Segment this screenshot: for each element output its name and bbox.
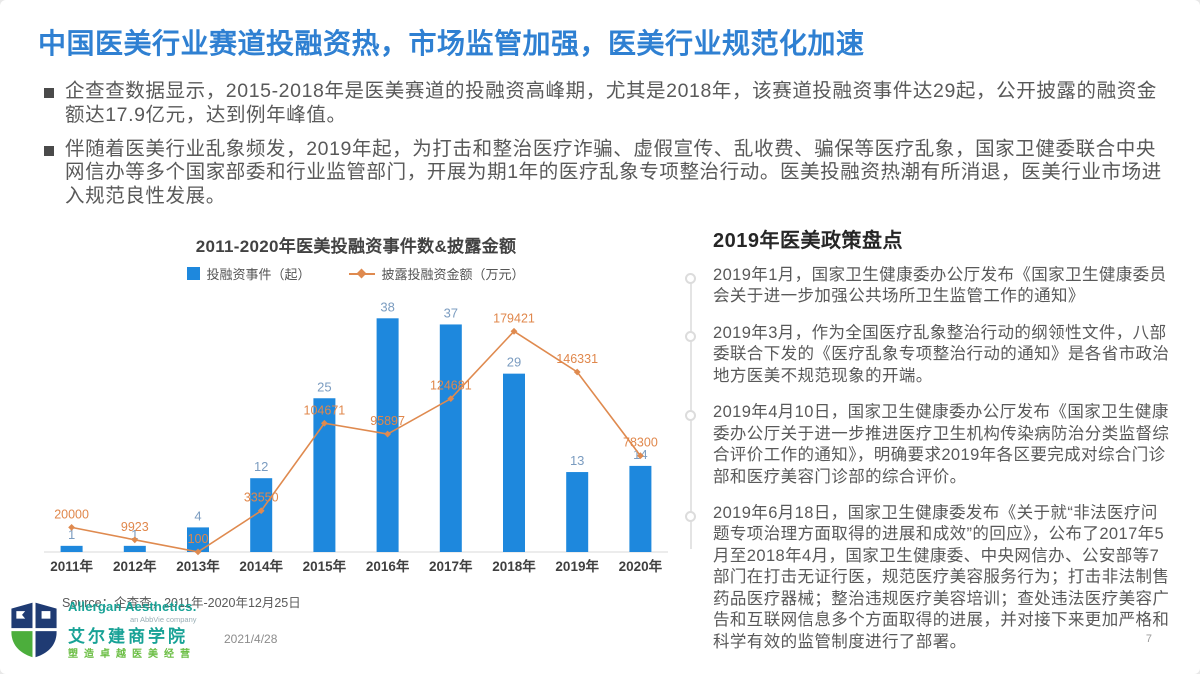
timeline-item: 2019年1月，国家卫生健康委办公厅发布《国家卫生健康委员会关于进一步加强公共场… xyxy=(685,265,1174,308)
category-label: 2012年 xyxy=(113,558,157,574)
bar-value-label: 29 xyxy=(507,355,521,370)
line-value-label: 104671 xyxy=(304,403,346,417)
bullet-square-icon xyxy=(44,145,54,156)
investment-chart-svg: 1 2011年 1 2012年 4 2013年 12 2014年 25 2015年 38 2016年 3… xyxy=(44,299,668,574)
bar-legend-swatch-icon xyxy=(187,267,201,280)
legend-item-bars: 投融资事件（起） xyxy=(187,264,311,283)
category-label: 2018年 xyxy=(492,558,536,574)
category-label: 2011年 xyxy=(50,558,93,574)
line-marker-icon xyxy=(194,548,202,556)
page-number: 7 xyxy=(1145,633,1152,645)
line-value-label: 179421 xyxy=(493,311,535,325)
timeline-dot-icon xyxy=(685,510,696,522)
line-value-label: 9923 xyxy=(121,520,149,534)
bar-2015年 xyxy=(313,398,336,552)
bar-value-label: 38 xyxy=(380,299,394,314)
timeline-dot-icon xyxy=(685,330,696,342)
bar-2012年 xyxy=(123,545,146,552)
category-label: 2015年 xyxy=(303,558,347,574)
bar-2019年 xyxy=(566,472,589,552)
legend-label-bars: 投融资事件（起） xyxy=(206,267,311,282)
bar-value-label: 12 xyxy=(254,459,268,474)
investment-chart-block: 2011-2020年医美投融资事件数&披露金额 投融资事件（起） 披露投融资金额… xyxy=(40,232,672,611)
timeline-item: 2019年6月18日，国家卫生健康委发布《关于就“非法医疗问题专项治理方面取得的… xyxy=(685,503,1174,653)
bar-value-label: 13 xyxy=(570,453,584,468)
logo-cn-name: 艾尔建商学院 xyxy=(68,626,188,646)
line-marker-icon xyxy=(573,368,581,376)
line-value-label: 78300 xyxy=(623,436,658,450)
category-label: 2016年 xyxy=(366,558,410,574)
bullet-text: 企查查数据显示，2015-2018年是医美赛道的投融资高峰期，尤其是2018年，… xyxy=(65,80,1157,126)
line-value-label: 100 xyxy=(188,532,209,546)
bar-value-label: 4 xyxy=(194,508,201,523)
chart-title: 2011-2020年医美投融资事件数&披露金额 xyxy=(195,237,517,256)
page-title: 中国医美行业赛道投融资热，市场监管加强，医美行业规范化加速 xyxy=(38,28,865,59)
bullet-item: 企查查数据显示，2015-2018年是医美赛道的投融资高峰期，尤其是2018年，… xyxy=(44,80,1166,128)
timeline-item-text: 2019年1月，国家卫生健康委办公厅发布《国家卫生健康委员会关于进一步加强公共场… xyxy=(713,266,1167,306)
bullet-text: 伴随着医美行业乱象频发，2019年起，为打击和整治医疗诈骗、虚假宣传、乱收费、骗… xyxy=(65,137,1162,208)
bullet-square-icon xyxy=(44,88,54,98)
category-label: 2013年 xyxy=(176,558,220,574)
bar-2013年 xyxy=(187,527,209,552)
line-marker-icon xyxy=(447,395,455,403)
bar-2017年 xyxy=(439,324,462,552)
line-marker-icon xyxy=(257,507,265,515)
timeline-item-text: 2019年3月，作为全国医疗乱象整治行动的纲领性文件，八部委联合下发的《医疗乱象… xyxy=(713,323,1170,385)
chart-source: Source：企查查，2011年-2020年12月25日 xyxy=(62,596,301,610)
slide-date: 2021/4/28 xyxy=(224,632,278,646)
policy-panel-title: 2019年医美政策盘点 xyxy=(713,230,903,252)
logo-text-block: Allergan Aesthetics. an AbbVie company 艾… xyxy=(68,599,197,660)
legend-item-line: 披露投融资金额（万元） xyxy=(348,264,525,283)
line-marker-icon xyxy=(131,536,139,544)
bar-2020年 xyxy=(629,465,652,552)
bullet-list: 企查查数据显示，2015-2018年是医美赛道的投融资高峰期，尤其是2018年，… xyxy=(44,80,1166,219)
bar-2014年 xyxy=(250,478,273,552)
category-label: 2017年 xyxy=(429,558,473,574)
bar-value-label: 1 xyxy=(131,527,138,542)
line-marker-icon xyxy=(321,419,328,427)
chart-legend: 投融资事件（起） 披露投融资金额（万元） xyxy=(40,264,672,283)
policy-panel: 2019年医美政策盘点 2019年1月，国家卫生健康委办公厅发布《国家卫生健康委… xyxy=(685,224,1174,668)
line-legend-swatch-icon xyxy=(348,272,375,275)
timeline-item-text: 2019年4月10日，国家卫生健康委办公厅发布《国家卫生健康委办公厅关于进一步推… xyxy=(713,403,1170,486)
legend-label-line: 披露投融资金额（万元） xyxy=(381,267,525,282)
timeline-dot-icon xyxy=(685,273,696,284)
allergan-shield-icon xyxy=(11,602,57,658)
category-label: 2014年 xyxy=(239,558,283,574)
timeline-dot-icon xyxy=(685,410,696,422)
bar-2011年 xyxy=(60,545,83,552)
timeline-item: 2019年3月，作为全国医疗乱象整治行动的纲领性文件，八部委联合下发的《医疗乱象… xyxy=(685,323,1174,387)
footer-logo: Allergan Aesthetics. an AbbVie company 艾… xyxy=(8,599,197,660)
policy-timeline: 2019年1月，国家卫生健康委办公厅发布《国家卫生健康委员会关于进一步加强公共场… xyxy=(685,265,1174,653)
bullet-item: 伴随着医美行业乱象频发，2019年起，为打击和整治医疗诈骗、虚假宣传、乱收费、骗… xyxy=(44,138,1166,209)
bar-value-label: 37 xyxy=(444,305,458,320)
bar-value-label: 1 xyxy=(68,527,75,542)
line-value-label: 33550 xyxy=(244,491,279,505)
line-value-label: 95897 xyxy=(370,414,405,428)
line-value-label: 146331 xyxy=(556,352,598,366)
line-marker-icon xyxy=(384,430,391,438)
category-label: 2020年 xyxy=(619,558,663,574)
logo-brand: Allergan Aesthetics. xyxy=(68,599,197,614)
line-marker-icon xyxy=(68,524,75,531)
bar-value-label: 25 xyxy=(317,379,331,394)
amount-line xyxy=(71,330,642,553)
logo-abbvie: an AbbVie company xyxy=(129,614,197,624)
line-value-label: 20000 xyxy=(54,507,89,521)
category-label: 2019年 xyxy=(555,558,599,574)
timeline-item: 2019年4月10日，国家卫生健康委办公厅发布《国家卫生健康委办公厅关于进一步推… xyxy=(685,402,1174,488)
timeline-item-text: 2019年6月18日，国家卫生健康委发布《关于就“非法医疗问题专项治理方面取得的… xyxy=(713,503,1170,651)
chart-plot-area: 1 2011年 1 2012年 4 2013年 12 2014年 25 2015年 38 2016年 3… xyxy=(40,287,672,584)
bar-2018年 xyxy=(503,373,525,552)
line-marker-icon xyxy=(637,452,644,460)
logo-slogan: 塑造卓越医美经营 xyxy=(68,648,196,660)
line-value-label: 124681 xyxy=(430,379,472,393)
